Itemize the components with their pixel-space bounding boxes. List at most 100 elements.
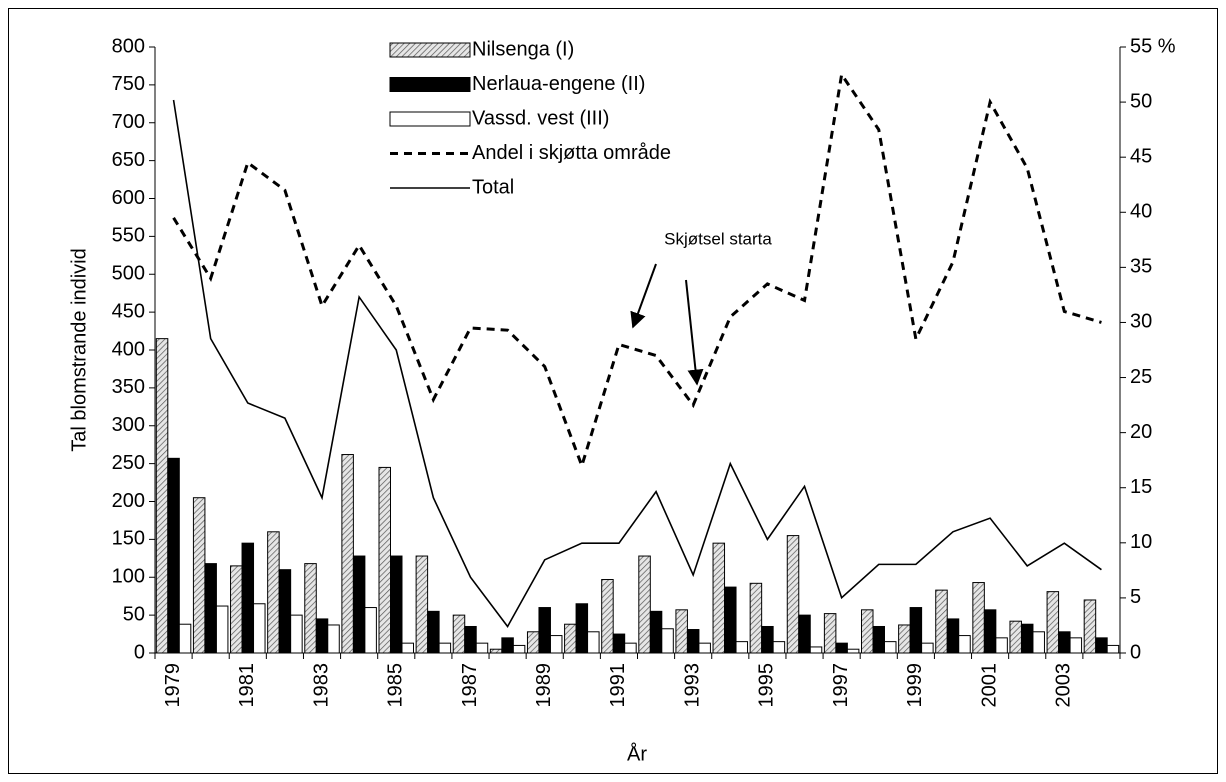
- legend-label: Nilsenga (I): [472, 38, 574, 60]
- bar: [438, 642, 452, 654]
- bar: [512, 644, 526, 654]
- bar: [241, 542, 255, 654]
- line: [172, 99, 1102, 628]
- arrow: [630, 263, 657, 329]
- x-axis-title: År: [627, 742, 647, 765]
- bar: [1106, 644, 1120, 654]
- y-tick-label: 250: [112, 452, 145, 474]
- bar: [564, 623, 577, 654]
- y2-tick-label: 0: [1130, 641, 1141, 663]
- bar: [1046, 591, 1060, 654]
- legend-label: Nerlaua-engene (II): [472, 73, 645, 95]
- bar: [601, 579, 614, 654]
- legend-key: [389, 42, 471, 58]
- bar: [761, 625, 774, 654]
- y2-tick-label: 25: [1130, 366, 1152, 388]
- legend-label: Andel i skjøtta område: [472, 142, 671, 164]
- bar: [378, 466, 391, 654]
- bar: [712, 542, 726, 654]
- bar: [452, 614, 466, 654]
- y-tick-label: 0: [134, 641, 145, 663]
- bar: [192, 497, 206, 654]
- bar: [267, 531, 280, 654]
- x-tick-label: 1983: [310, 663, 332, 708]
- x-tick-label: 1989: [533, 663, 555, 708]
- bar: [549, 635, 563, 654]
- bar: [352, 555, 366, 654]
- bar: [575, 603, 589, 654]
- bar: [427, 610, 440, 654]
- y-tick-label: 400: [112, 338, 145, 360]
- bar: [167, 457, 180, 654]
- y2-tick-label: 5: [1130, 586, 1141, 608]
- y-axis-title: Tal blomstrande individ: [68, 248, 90, 451]
- bar: [872, 625, 885, 654]
- y-tick-label: 50: [123, 603, 145, 625]
- bar: [253, 603, 266, 654]
- bar: [675, 609, 688, 654]
- y2-tick-label: 55 %: [1130, 35, 1176, 57]
- bar: [215, 605, 229, 654]
- bar: [686, 629, 700, 654]
- y-tick-label: 500: [112, 263, 145, 285]
- bar: [735, 641, 749, 654]
- bar: [230, 565, 243, 654]
- y2-tick-label: 45: [1130, 145, 1152, 167]
- bar: [921, 642, 934, 654]
- bar: [526, 631, 540, 654]
- bar: [835, 642, 848, 654]
- legend-label: Vassd. vest (III): [472, 107, 609, 129]
- x-tick-label: 1993: [681, 663, 703, 708]
- bar: [772, 641, 786, 654]
- legend-key: [389, 77, 471, 92]
- y-tick-label: 650: [112, 149, 145, 171]
- y2-tick-label: 20: [1130, 421, 1152, 443]
- bar: [884, 641, 897, 654]
- bar: [612, 633, 626, 654]
- y-tick-label: 450: [112, 300, 145, 322]
- annotation: Skjøtsel starta: [664, 229, 772, 248]
- x-tick-label: 1997: [830, 663, 852, 708]
- y-tick-label: 550: [112, 225, 145, 247]
- bar: [204, 563, 217, 654]
- bar: [278, 569, 292, 654]
- y2-tick-label: 40: [1130, 201, 1152, 223]
- bar: [946, 618, 960, 654]
- x-tick-label: 2001: [978, 663, 1000, 708]
- x-tick-label: 1985: [385, 663, 407, 708]
- bar: [995, 637, 1008, 654]
- bar: [698, 642, 711, 654]
- bar: [809, 646, 823, 654]
- line: [172, 70, 1102, 471]
- x-tick-label: 1987: [459, 663, 481, 708]
- y2-tick-label: 50: [1130, 90, 1152, 112]
- bar: [327, 624, 340, 654]
- y2-tick-label: 30: [1130, 311, 1152, 333]
- bar: [489, 648, 503, 654]
- bar: [501, 637, 514, 654]
- y2-tick-label: 15: [1130, 476, 1152, 498]
- bar: [364, 607, 377, 654]
- x-tick-label: 1979: [162, 663, 184, 708]
- y2-tick-label: 10: [1130, 531, 1152, 553]
- bar: [958, 635, 971, 654]
- bar: [624, 642, 637, 654]
- bar: [290, 614, 303, 654]
- bar: [786, 535, 800, 654]
- bar: [972, 582, 985, 654]
- bar: [1095, 637, 1108, 654]
- bar: [415, 555, 429, 654]
- legend-label: Total: [472, 176, 514, 198]
- bar: [475, 642, 489, 654]
- bar: [587, 631, 600, 654]
- bar: [724, 586, 737, 654]
- bar: [898, 624, 911, 654]
- bar: [983, 609, 997, 654]
- bar: [1032, 631, 1045, 654]
- bar: [315, 618, 329, 654]
- y-tick-label: 350: [112, 376, 145, 398]
- bar: [178, 623, 192, 654]
- bar: [1058, 631, 1071, 654]
- y-tick-label: 700: [112, 111, 145, 133]
